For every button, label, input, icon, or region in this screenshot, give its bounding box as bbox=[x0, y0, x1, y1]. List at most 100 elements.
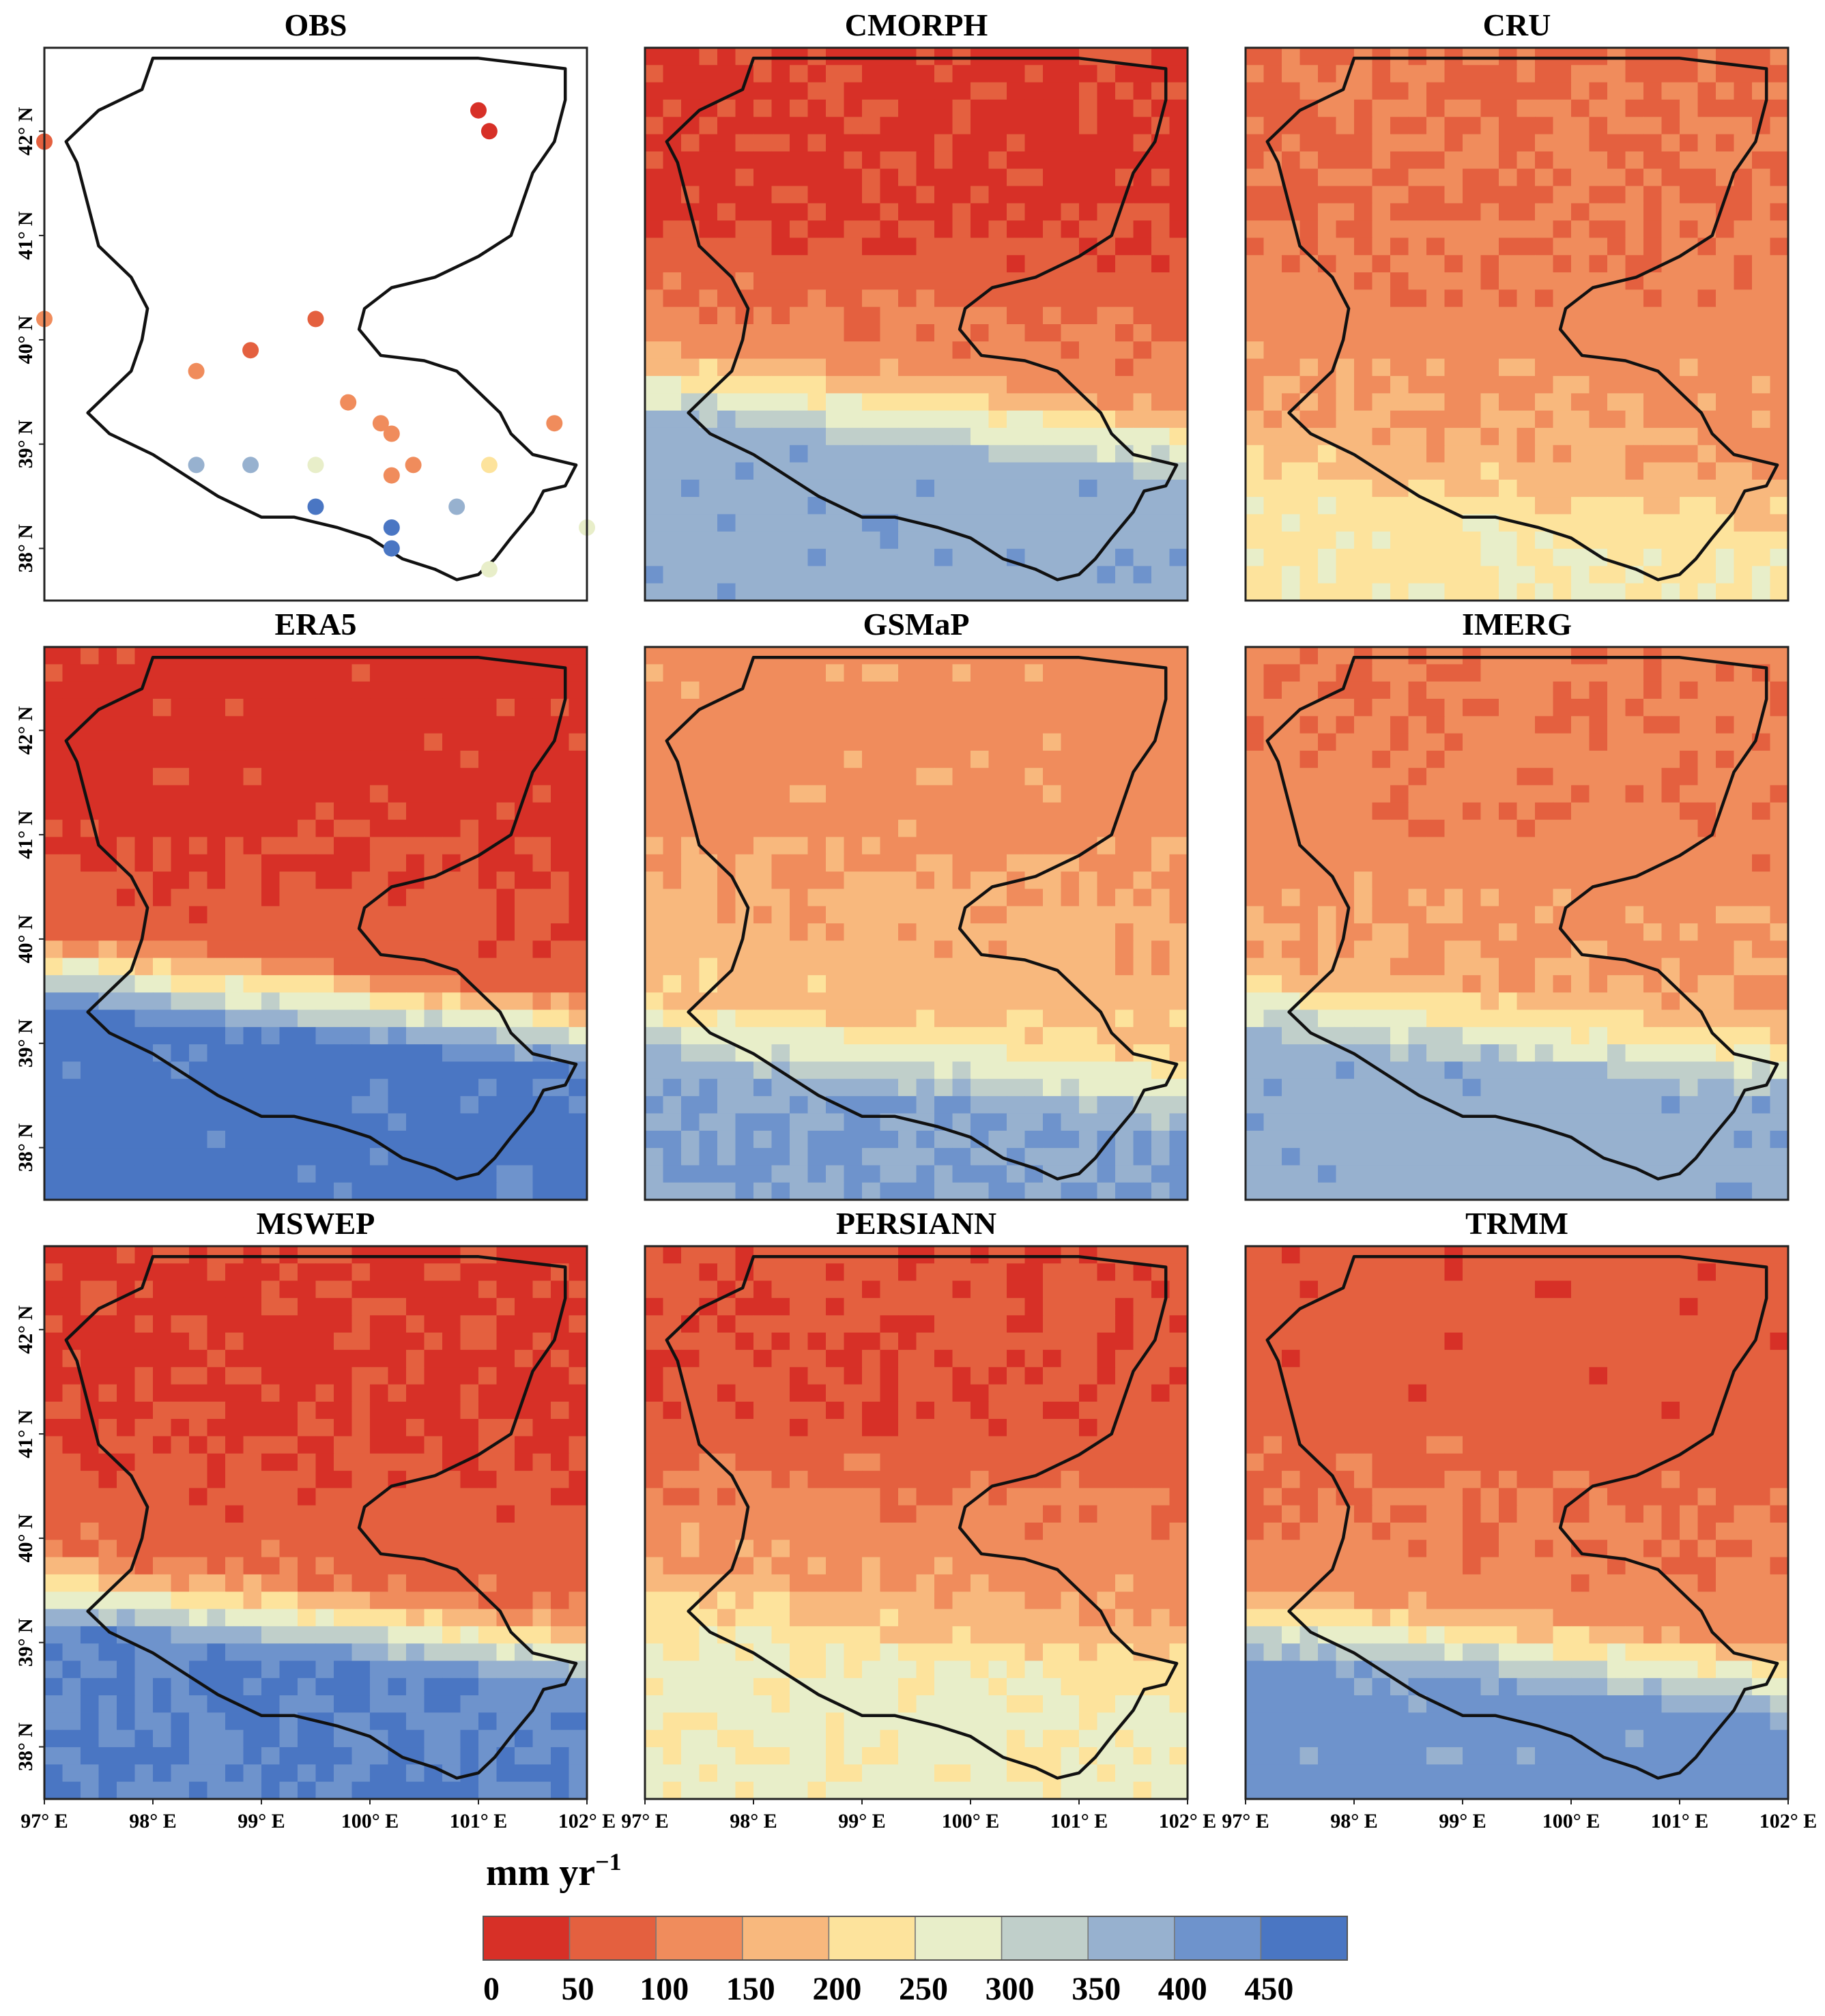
grid-cell bbox=[952, 48, 971, 66]
grid-cell bbox=[699, 750, 718, 768]
grid-cell bbox=[952, 1026, 971, 1045]
grid-cell bbox=[952, 1148, 971, 1166]
grid-cell bbox=[1517, 220, 1536, 238]
grid-cell bbox=[1336, 566, 1355, 584]
grid-cell bbox=[1517, 134, 1536, 152]
grid-cell bbox=[515, 1078, 534, 1097]
grid-cell bbox=[1390, 445, 1409, 463]
grid-cell bbox=[1770, 134, 1789, 152]
grid-cell bbox=[44, 854, 63, 872]
grid-cell bbox=[790, 445, 809, 463]
grid-cell bbox=[1408, 750, 1427, 768]
grid-cell bbox=[1517, 341, 1536, 360]
grid-cell bbox=[826, 531, 845, 549]
grid-cell bbox=[790, 186, 809, 204]
grid-cell bbox=[1336, 1182, 1355, 1200]
grid-cell bbox=[934, 358, 953, 377]
grid-cell bbox=[1408, 566, 1427, 584]
grid-cell bbox=[1354, 1130, 1373, 1149]
grid-cell bbox=[1480, 324, 1499, 342]
grid-cell bbox=[645, 324, 664, 342]
grid-cell bbox=[1390, 1165, 1409, 1183]
grid-cell bbox=[1115, 427, 1134, 446]
grid-cell bbox=[735, 785, 754, 803]
grid-cell bbox=[424, 1061, 443, 1080]
grid-cell bbox=[880, 992, 899, 1011]
grid-cell bbox=[645, 1026, 664, 1045]
grid-cell bbox=[771, 1182, 790, 1200]
grid-cell bbox=[717, 1078, 736, 1097]
grid-cell bbox=[1589, 358, 1608, 377]
grid-cell bbox=[916, 583, 935, 601]
grid-cell bbox=[663, 1113, 682, 1132]
grid-cell bbox=[406, 768, 425, 786]
grid-cell bbox=[1115, 65, 1134, 83]
grid-cell bbox=[934, 566, 953, 584]
grid-cell bbox=[681, 151, 700, 169]
grid-cell bbox=[243, 1148, 262, 1166]
grid-cell bbox=[1697, 1044, 1716, 1063]
grid-cell bbox=[1589, 733, 1608, 751]
grid-cell bbox=[1133, 531, 1152, 549]
grid-cell bbox=[1079, 750, 1098, 768]
grid-cell bbox=[1463, 65, 1482, 83]
grid-cell bbox=[1151, 341, 1170, 360]
grid-cell bbox=[1007, 117, 1026, 135]
grid-cell bbox=[1463, 82, 1482, 100]
grid-cell bbox=[1408, 255, 1427, 273]
grid-cell bbox=[934, 220, 953, 238]
grid-cell bbox=[261, 1096, 281, 1114]
grid-cell bbox=[298, 957, 317, 976]
grid-cell bbox=[934, 82, 953, 100]
grid-cell bbox=[1752, 289, 1771, 308]
grid-cell bbox=[826, 1026, 845, 1045]
grid-cell bbox=[1408, 514, 1427, 532]
grid-cell bbox=[1097, 375, 1116, 394]
grid-cell bbox=[807, 48, 827, 66]
grid-cell bbox=[1680, 681, 1699, 700]
grid-cell bbox=[681, 375, 700, 394]
grid-cell bbox=[862, 48, 881, 66]
grid-cell bbox=[971, 975, 990, 993]
grid-cell bbox=[952, 1182, 971, 1200]
grid-cell bbox=[569, 1246, 588, 1264]
grid-cell bbox=[916, 681, 935, 700]
grid-cell bbox=[1043, 393, 1062, 412]
grid-cell bbox=[645, 768, 664, 786]
grid-cell bbox=[1607, 462, 1626, 480]
grid-cell bbox=[1716, 358, 1735, 377]
grid-cell bbox=[1079, 531, 1098, 549]
grid-cell bbox=[952, 427, 971, 446]
grid-cell bbox=[1043, 427, 1062, 446]
grid-cell bbox=[880, 255, 899, 273]
grid-cell bbox=[1625, 1078, 1644, 1097]
grid-cell bbox=[880, 65, 899, 83]
grid-cell bbox=[1643, 186, 1663, 204]
grid-cell bbox=[862, 681, 881, 700]
grid-cell bbox=[1697, 134, 1716, 152]
grid-cell bbox=[1133, 1113, 1152, 1132]
grid-cell bbox=[1133, 549, 1152, 566]
grid-cell bbox=[699, 220, 718, 238]
grid-cell bbox=[1463, 220, 1482, 238]
grid-cell bbox=[807, 531, 827, 549]
grid-cell bbox=[1463, 1130, 1482, 1149]
grid-cell bbox=[681, 940, 700, 959]
grid-cell bbox=[898, 445, 917, 463]
grid-cell bbox=[1390, 549, 1409, 566]
grid-cell bbox=[1625, 514, 1644, 532]
grid-cell bbox=[771, 837, 790, 855]
grid-cell bbox=[1517, 531, 1536, 549]
grid-cell bbox=[753, 497, 773, 515]
grid-cell bbox=[1625, 906, 1644, 924]
grid-cell bbox=[1007, 151, 1026, 169]
grid-cell bbox=[1061, 837, 1080, 855]
grid-cell bbox=[952, 566, 971, 584]
grid-cell bbox=[1517, 664, 1536, 682]
grid-cell bbox=[171, 1263, 190, 1282]
grid-cell bbox=[1007, 1061, 1026, 1080]
grid-cell bbox=[1007, 220, 1026, 238]
grid-cell bbox=[1372, 255, 1391, 273]
grid-cell bbox=[1734, 393, 1753, 412]
grid-cell bbox=[844, 681, 863, 700]
